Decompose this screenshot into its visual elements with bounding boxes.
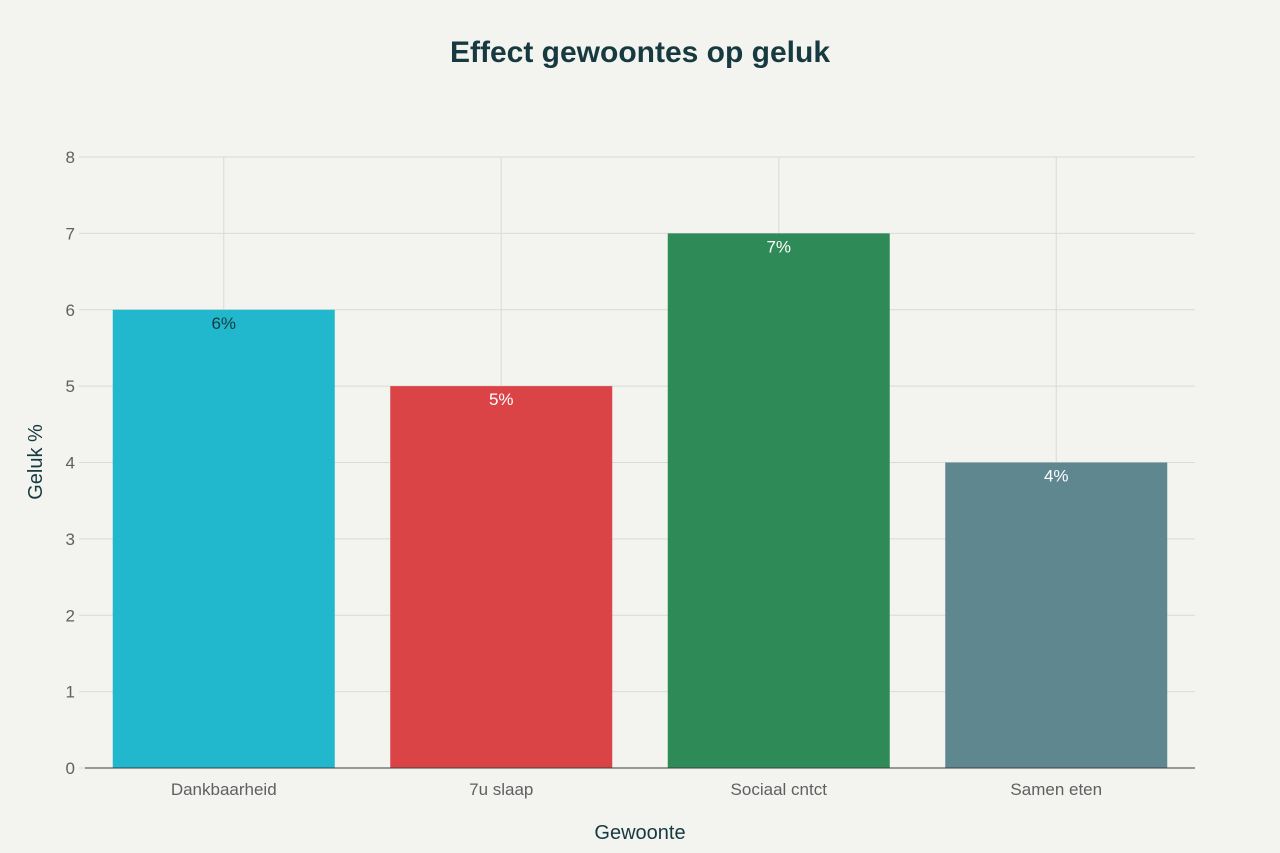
bar-data-label: 7% bbox=[766, 237, 791, 256]
bar bbox=[112, 309, 335, 768]
bar bbox=[667, 233, 890, 768]
y-tick-label: 5 bbox=[66, 377, 75, 396]
bar-data-label: 4% bbox=[1044, 467, 1069, 486]
bars: 6% 5% 7% 4% bbox=[112, 233, 1168, 768]
x-tick-labels: Dankbaarheid 7u slaap Sociaal cntct Samen e… bbox=[171, 780, 1102, 799]
x-tick-label: Dankbaarheid bbox=[171, 780, 277, 799]
bar-data-label: 6% bbox=[211, 314, 236, 333]
y-tick-label: 7 bbox=[66, 224, 75, 243]
chart-title: Effect gewoontes op geluk bbox=[450, 36, 830, 69]
y-axis-title: Geluk % bbox=[25, 424, 47, 500]
y-tick-labels: 0 1 2 3 4 5 6 7 8 bbox=[66, 148, 75, 778]
y-tick-label: 8 bbox=[66, 148, 75, 167]
y-tick-label: 1 bbox=[66, 683, 75, 702]
x-axis-title: Gewoonte bbox=[594, 822, 685, 844]
bar bbox=[390, 386, 613, 768]
y-tick-label: 2 bbox=[66, 606, 75, 625]
y-tick-label: 3 bbox=[66, 530, 75, 549]
bar bbox=[945, 462, 1168, 768]
bar-data-label: 5% bbox=[489, 390, 514, 409]
y-tick-label: 4 bbox=[66, 454, 75, 473]
x-tick-label: Samen eten bbox=[1010, 780, 1102, 799]
y-tick-label: 6 bbox=[66, 301, 75, 320]
y-tick-label: 0 bbox=[66, 759, 75, 778]
x-tick-label: 7u slaap bbox=[469, 780, 533, 799]
x-tick-label: Sociaal cntct bbox=[731, 780, 828, 799]
